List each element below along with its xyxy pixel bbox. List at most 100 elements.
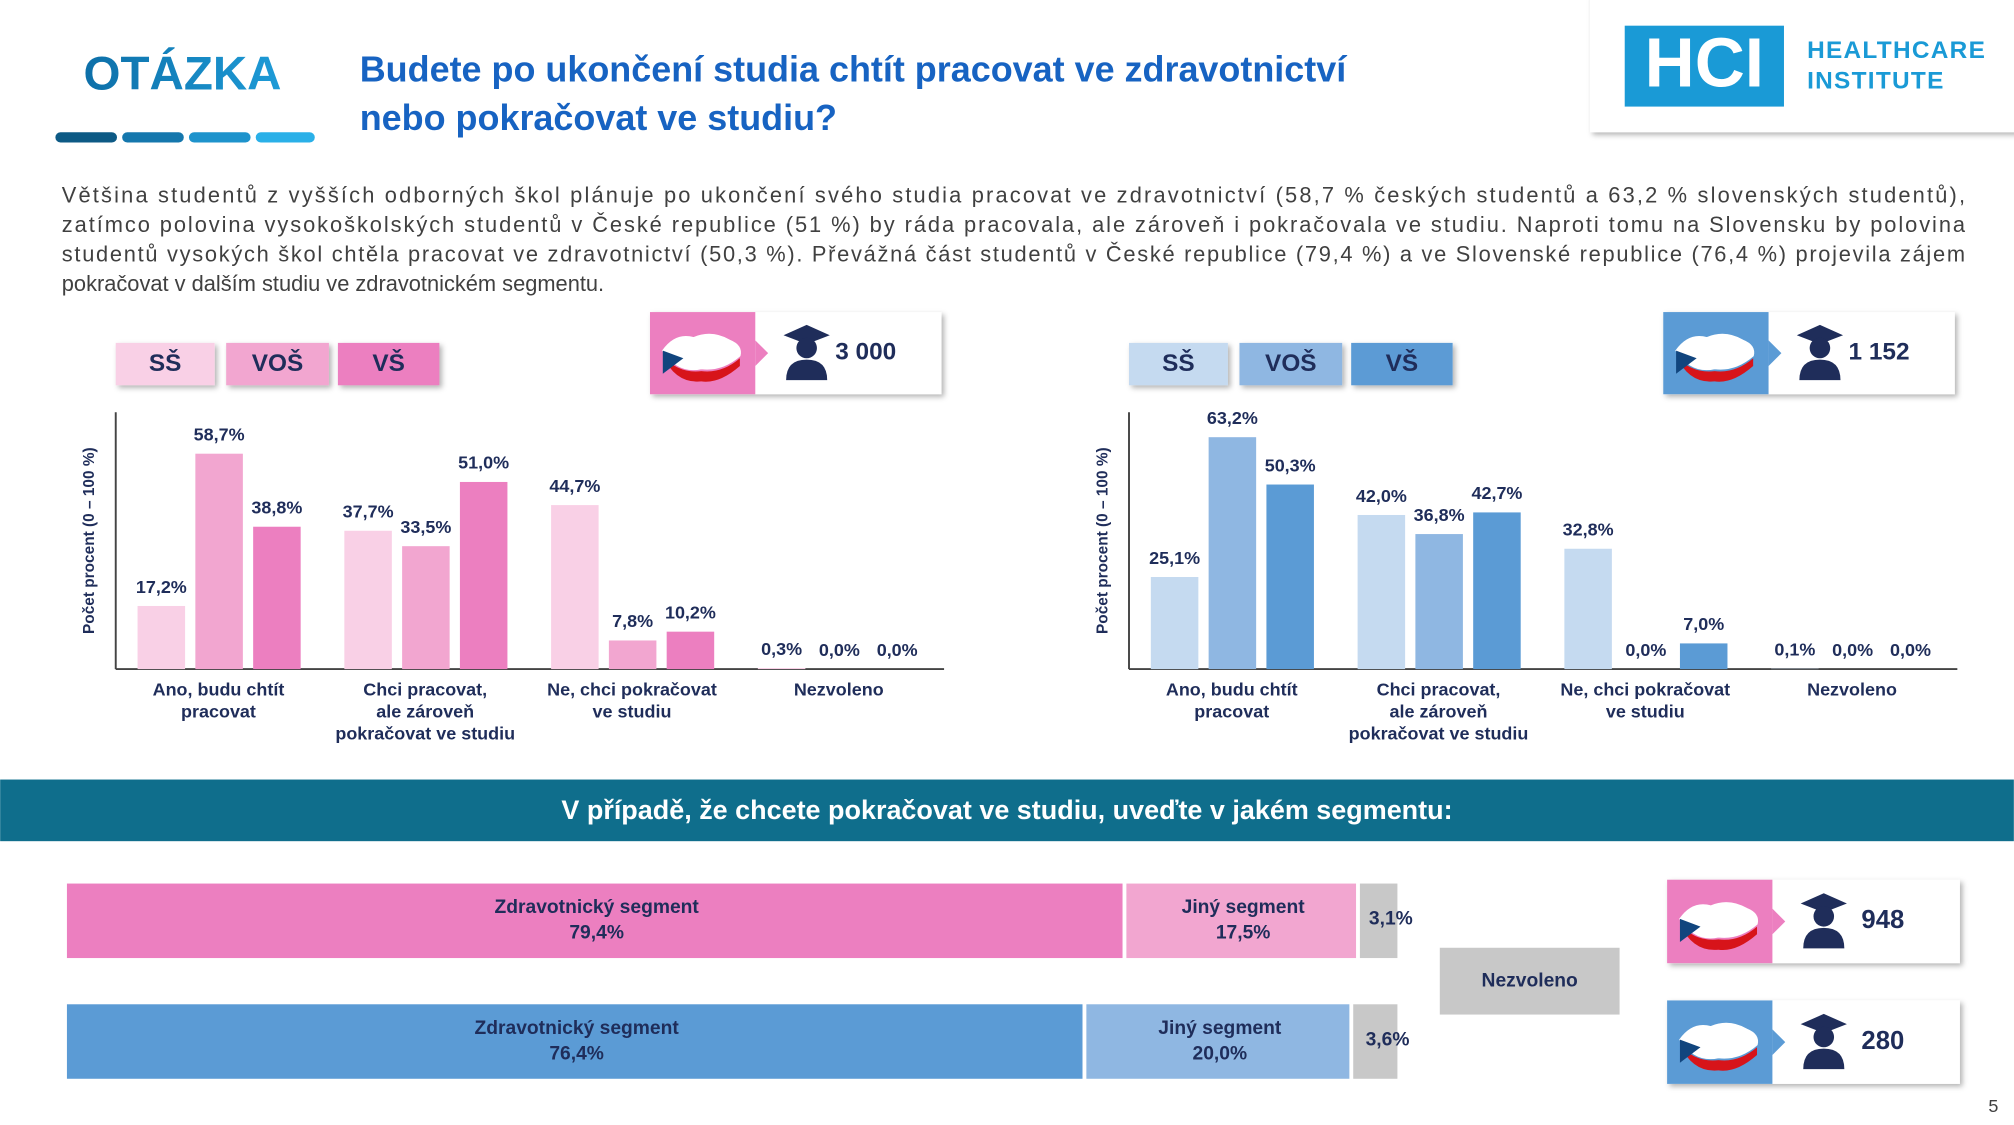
bar	[402, 546, 450, 670]
respondent-count: 948	[1861, 906, 1904, 934]
section-title: V případě, že chcete pokračovat ve studi…	[561, 795, 1452, 825]
flag-red	[1679, 924, 1757, 951]
bar	[608, 640, 657, 670]
flag-red	[1679, 1044, 1757, 1071]
bar-segment	[1353, 1004, 1398, 1079]
logo-text: INSTITUTE	[1807, 68, 1945, 95]
data-label: 50,3%	[1265, 455, 1316, 475]
x-tick-label: ve studiu	[593, 702, 672, 722]
data-label: 42,0%	[1356, 486, 1407, 506]
data-label: 17,2%	[136, 577, 187, 597]
graduate-body	[1803, 927, 1845, 949]
x-tick-label: Ne, chci pokračovat	[1560, 680, 1730, 700]
intro-line: pokračovat v dalším studiu ve zdravotnic…	[62, 271, 604, 296]
x-tick-label: Nezvoleno	[794, 680, 884, 700]
data-label: 63,2%	[1207, 408, 1258, 428]
legend-swatch	[337, 342, 440, 386]
data-label: 7,8%	[612, 611, 653, 631]
data-label: 3,6%	[1366, 1029, 1410, 1050]
data-label: 44,7%	[549, 476, 600, 496]
x-tick-label: pokračovat ve studiu	[335, 723, 515, 743]
data-label: 0,3%	[761, 639, 802, 659]
logo-mark: HCI	[1645, 23, 1764, 101]
bar	[1415, 534, 1463, 670]
tag-dashes	[55, 132, 315, 143]
bar-segment	[1359, 883, 1398, 959]
data-label: 0,0%	[1832, 640, 1873, 660]
flag-shape	[1679, 902, 1759, 939]
x-tick-label: pokračovat ve studiu	[1349, 723, 1529, 743]
x-tick-label: Ano, budu chtít	[1166, 680, 1298, 700]
flag-red	[662, 355, 740, 382]
x-tick-label: pracovat	[181, 702, 256, 722]
legend-label: Nezvoleno	[1482, 970, 1578, 991]
respondent-count: 1 152	[1848, 339, 1909, 366]
data-label: 51,0%	[458, 453, 509, 473]
x-tick-label: ve studiu	[1606, 702, 1685, 722]
flag-red	[1676, 355, 1754, 382]
bar	[137, 605, 186, 670]
data-label: 37,7%	[343, 502, 394, 522]
data-label: 36,8%	[1414, 505, 1465, 525]
legend-label: SŠ	[1162, 349, 1195, 377]
x-tick-label: ale zároveň	[1390, 702, 1488, 722]
graduate-head	[1813, 906, 1835, 927]
data-label: 25,1%	[1149, 548, 1200, 568]
bar-segment	[66, 883, 1123, 959]
flag-shape	[662, 333, 741, 371]
bar	[1679, 643, 1728, 670]
segment-name: Jiný segment	[1182, 897, 1306, 918]
data-label: 0,0%	[877, 640, 918, 660]
badge-arrow	[1772, 1029, 1786, 1056]
data-label: 42,7%	[1471, 483, 1522, 503]
legend-label: VŠ	[1386, 349, 1419, 377]
bar	[253, 526, 301, 670]
data-label: 58,7%	[194, 424, 245, 444]
bar	[1357, 514, 1406, 670]
data-label: 33,5%	[400, 517, 451, 537]
graduate-cap	[1800, 893, 1847, 913]
legend-swatch	[115, 342, 215, 386]
legend-swatch	[1439, 947, 1620, 1015]
legend-label: VŠ	[372, 349, 405, 377]
intro-line: zatímco polovina vysokoškolských student…	[62, 212, 1966, 237]
legend-swatch	[226, 342, 329, 386]
section-bar	[0, 779, 2014, 842]
graduate-body	[1803, 1048, 1845, 1070]
bar-segment	[66, 1004, 1083, 1079]
segment-name: Zdravotnický segment	[474, 1018, 679, 1039]
y-axis-label: Počet procent (0 – 100 %)	[81, 447, 98, 634]
logo-mark-bg	[1624, 25, 1784, 107]
y-axis-label: Počet procent (0 – 100 %)	[1094, 447, 1111, 634]
legend-swatch	[1239, 342, 1343, 386]
bar	[1473, 512, 1521, 670]
bar-segment	[1086, 1004, 1350, 1079]
legend-label: VOŠ	[1265, 349, 1317, 377]
legend-label: SŠ	[149, 349, 182, 377]
bar	[1564, 548, 1612, 670]
flag-blue	[1676, 350, 1697, 374]
bar	[1150, 576, 1199, 670]
data-label: 17,5%	[1216, 923, 1271, 944]
badge-arrow	[755, 340, 769, 367]
graduate-body	[786, 359, 828, 381]
bar	[757, 667, 806, 670]
respondent-count: 280	[1861, 1027, 1904, 1055]
data-label: 10,2%	[665, 602, 716, 622]
data-label: 79,4%	[569, 923, 624, 944]
data-label: 7,0%	[1683, 614, 1724, 634]
badge-arrow	[1772, 908, 1786, 935]
bar	[1266, 484, 1314, 670]
x-tick-label: Chci pracovat,	[363, 680, 487, 700]
flag-shape	[1679, 1022, 1759, 1060]
data-label: 0,0%	[819, 640, 860, 660]
data-label: 76,4%	[549, 1043, 604, 1064]
x-tick-label: Ne, chci pokračovat	[547, 680, 717, 700]
graduate-cap	[783, 324, 830, 345]
graduate-body	[1799, 359, 1841, 381]
data-label: 38,8%	[251, 497, 302, 517]
respondent-count: 3 000	[835, 339, 896, 366]
bar	[551, 505, 599, 670]
graduate-head	[1813, 1026, 1835, 1048]
x-tick-label: ale zároveň	[376, 702, 474, 722]
